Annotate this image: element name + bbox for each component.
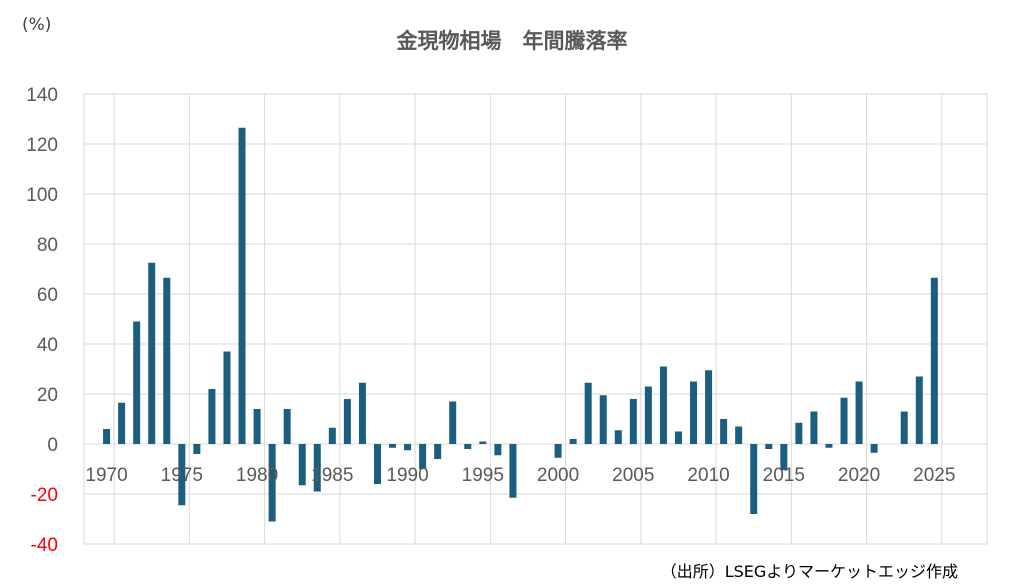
x-tick-label: 2015: [763, 465, 805, 486]
bar-2011: [720, 419, 728, 444]
bar-2009: [690, 381, 698, 444]
bar-1993: [449, 401, 457, 444]
bar-1979: [238, 127, 246, 444]
x-tick-label: 1990: [386, 465, 428, 486]
bar-2000: [554, 444, 562, 458]
bar-1990: [404, 444, 412, 451]
x-tick-label: 1985: [311, 465, 353, 486]
bar-2013: [750, 444, 758, 514]
y-tick-label: -40: [31, 535, 58, 556]
bar-1997: [509, 444, 517, 498]
x-tick-labels: 1970 1975 1980 1985 1990 1995 2000 2005 2010 2015…: [85, 465, 955, 486]
y-tick-label: 0: [47, 435, 58, 456]
bar-1981: [268, 444, 276, 522]
x-tick-label: 2005: [612, 465, 654, 486]
bar-1976: [193, 444, 201, 454]
bars: [103, 127, 938, 522]
x-tick-label: 1995: [462, 465, 504, 486]
bar-1992: [434, 444, 442, 459]
bar-1970: [103, 429, 111, 444]
bar-2021: [870, 444, 878, 453]
bar-1977: [208, 389, 216, 444]
bar-1973: [148, 262, 156, 444]
x-tick-label: 2020: [838, 465, 880, 486]
bar-1988: [373, 444, 381, 484]
y-tick-label: 60: [37, 285, 58, 306]
source-note: （出所）LSEGよりマーケットエッジ作成: [661, 562, 958, 581]
bar-1974: [163, 277, 171, 444]
y-tick-label: 140: [26, 85, 58, 106]
bar-2007: [659, 366, 667, 444]
x-tick-label: 2025: [913, 465, 955, 486]
bar-1986: [343, 399, 351, 444]
y-tick-label: 20: [37, 385, 58, 406]
bar-2005: [629, 399, 637, 444]
bar-1994: [464, 444, 472, 449]
bar-2019: [840, 397, 848, 444]
y-tick-label: 40: [37, 335, 58, 356]
bar-2008: [674, 431, 682, 444]
bar-1975: [178, 444, 186, 506]
bar-1982: [283, 409, 291, 444]
bar-2001: [569, 439, 577, 444]
bar-2024: [915, 376, 923, 444]
bar-1985: [328, 427, 336, 444]
bar-2014: [765, 444, 773, 449]
bar-2023: [900, 411, 908, 444]
bar-2002: [584, 382, 592, 444]
y-tick-labels: 140 120 100 80 60 40 20 0 -20 -40: [26, 85, 58, 556]
bar-2003: [599, 395, 607, 444]
y-tick-label: 120: [26, 135, 58, 156]
bar-1971: [118, 402, 126, 444]
y-tick-label: 80: [37, 235, 58, 256]
bar-1996: [494, 444, 502, 456]
bar-1989: [389, 444, 397, 448]
bar-2016: [795, 422, 803, 444]
bar-2010: [705, 370, 713, 444]
bar-1995: [479, 441, 487, 444]
bar-2004: [614, 430, 622, 444]
x-tick-label: 1975: [161, 465, 203, 486]
y-axis-unit-label: (%): [22, 15, 51, 35]
bar-1983: [298, 444, 306, 486]
bar-1972: [133, 321, 141, 444]
x-tick-label: 1970: [85, 465, 127, 486]
x-tick-label: 2010: [687, 465, 729, 486]
bar-1980: [253, 409, 261, 444]
bar-2025: [930, 277, 938, 444]
bar-1984: [313, 444, 321, 492]
bar-2015: [780, 444, 788, 471]
y-tick-label: 100: [26, 185, 58, 206]
bar-2012: [735, 426, 743, 444]
bar-1991: [419, 444, 427, 469]
x-tick-label: 1980: [236, 465, 278, 486]
bar-1978: [223, 351, 231, 444]
x-tick-label: 2000: [537, 465, 579, 486]
bar-2006: [644, 386, 652, 444]
chart-title: 金現物相場 年間騰落率: [396, 29, 628, 53]
bar-2020: [855, 381, 863, 444]
gridlines: [83, 93, 988, 545]
bar-1987: [358, 382, 366, 444]
y-tick-label: -20: [31, 485, 58, 506]
bar-2018: [825, 444, 833, 448]
bar-2017: [810, 411, 818, 444]
